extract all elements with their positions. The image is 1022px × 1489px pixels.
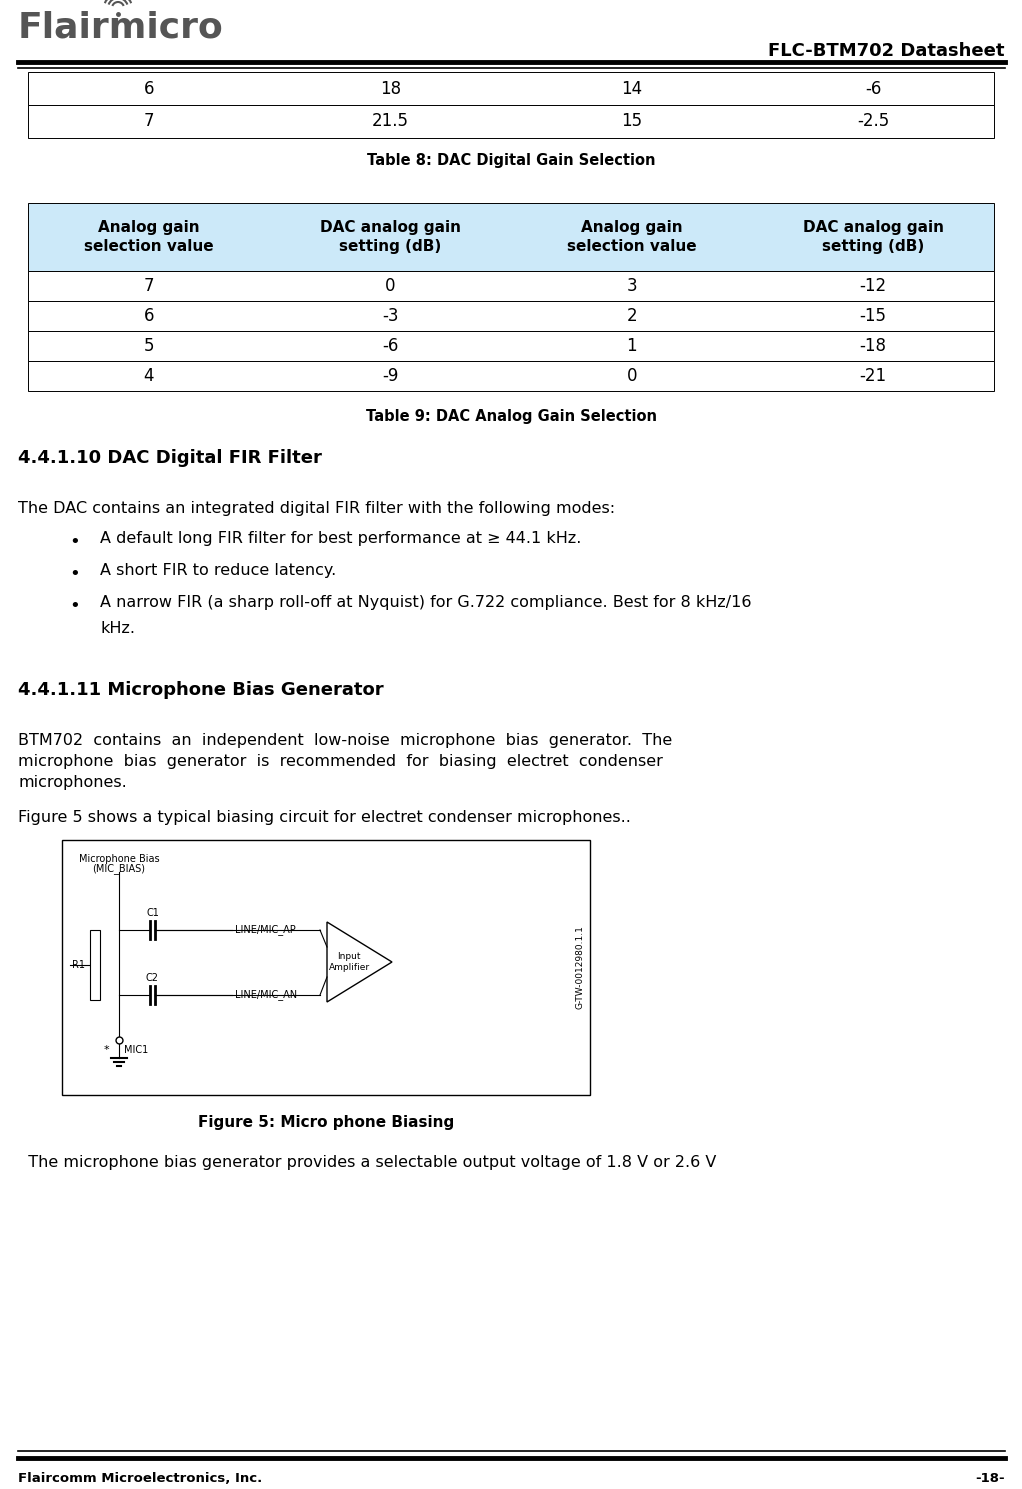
Bar bbox=[28, 71, 994, 106]
Text: 1: 1 bbox=[626, 337, 637, 354]
Text: Figure 5 shows a typical biasing circuit for electret condenser microphones..: Figure 5 shows a typical biasing circuit… bbox=[18, 810, 631, 825]
Text: C2: C2 bbox=[146, 972, 159, 983]
Text: A short FIR to reduce latency.: A short FIR to reduce latency. bbox=[100, 563, 336, 578]
Text: •: • bbox=[69, 564, 81, 584]
Text: Flaircomm Microelectronics, Inc.: Flaircomm Microelectronics, Inc. bbox=[18, 1473, 263, 1485]
Text: Flairmicro: Flairmicro bbox=[18, 10, 224, 45]
Bar bbox=[28, 203, 994, 271]
Text: 6: 6 bbox=[143, 79, 154, 97]
Text: 4.4.1.10 DAC Digital FIR Filter: 4.4.1.10 DAC Digital FIR Filter bbox=[18, 450, 322, 468]
Text: 15: 15 bbox=[621, 113, 642, 131]
Text: *: * bbox=[103, 1045, 109, 1056]
Text: -12: -12 bbox=[860, 277, 887, 295]
Text: Figure 5: Micro phone Biasing: Figure 5: Micro phone Biasing bbox=[198, 1115, 454, 1130]
Text: kHz.: kHz. bbox=[100, 621, 135, 636]
Text: A default long FIR filter for best performance at ≥ 44.1 kHz.: A default long FIR filter for best perfo… bbox=[100, 532, 582, 546]
Text: 6: 6 bbox=[143, 307, 154, 325]
Text: microphones.: microphones. bbox=[18, 774, 127, 791]
Text: -9: -9 bbox=[382, 366, 399, 386]
Text: -6: -6 bbox=[865, 79, 881, 97]
Text: BTM702  contains  an  independent  low-noise  microphone  bias  generator.  The: BTM702 contains an independent low-noise… bbox=[18, 733, 672, 747]
Text: 4: 4 bbox=[143, 366, 154, 386]
Text: Analog gain
selection value: Analog gain selection value bbox=[84, 219, 214, 255]
Text: 5: 5 bbox=[143, 337, 154, 354]
Text: DAC analog gain
setting (dB): DAC analog gain setting (dB) bbox=[802, 219, 943, 255]
Bar bbox=[28, 106, 994, 138]
Text: -21: -21 bbox=[860, 366, 887, 386]
Text: Input
Amplifier: Input Amplifier bbox=[328, 953, 370, 972]
Text: 14: 14 bbox=[621, 79, 642, 97]
Text: -2.5: -2.5 bbox=[857, 113, 889, 131]
Text: The microphone bias generator provides a selectable output voltage of 1.8 V or 2: The microphone bias generator provides a… bbox=[18, 1155, 716, 1170]
Text: A narrow FIR (a sharp roll-off at Nyquist) for G.722 compliance. Best for 8 kHz/: A narrow FIR (a sharp roll-off at Nyquis… bbox=[100, 596, 751, 610]
Text: FLC-BTM702 Datasheet: FLC-BTM702 Datasheet bbox=[769, 42, 1005, 60]
Text: The DAC contains an integrated digital FIR filter with the following modes:: The DAC contains an integrated digital F… bbox=[18, 500, 615, 517]
Text: 21.5: 21.5 bbox=[372, 113, 409, 131]
Text: -15: -15 bbox=[860, 307, 887, 325]
Bar bbox=[90, 931, 100, 1001]
Text: -18-: -18- bbox=[975, 1473, 1005, 1485]
Text: DAC analog gain
setting (dB): DAC analog gain setting (dB) bbox=[320, 219, 461, 255]
Text: 18: 18 bbox=[380, 79, 401, 97]
Text: G-TW-0012980.1.1: G-TW-0012980.1.1 bbox=[575, 926, 585, 1010]
Text: Analog gain
selection value: Analog gain selection value bbox=[567, 219, 697, 255]
Text: 0: 0 bbox=[385, 277, 396, 295]
Bar bbox=[28, 301, 994, 331]
Text: Microphone Bias: Microphone Bias bbox=[79, 855, 159, 864]
Text: -6: -6 bbox=[382, 337, 399, 354]
Text: 0: 0 bbox=[626, 366, 637, 386]
Text: microphone  bias  generator  is  recommended  for  biasing  electret  condenser: microphone bias generator is recommended… bbox=[18, 753, 663, 768]
Text: R1: R1 bbox=[72, 960, 85, 969]
Text: LINE/MIC_AP: LINE/MIC_AP bbox=[235, 925, 295, 935]
Text: 3: 3 bbox=[626, 277, 637, 295]
Text: 4.4.1.11 Microphone Bias Generator: 4.4.1.11 Microphone Bias Generator bbox=[18, 680, 383, 698]
Text: LINE/MIC_AN: LINE/MIC_AN bbox=[235, 990, 297, 1001]
Text: -3: -3 bbox=[382, 307, 399, 325]
Text: Table 8: DAC Digital Gain Selection: Table 8: DAC Digital Gain Selection bbox=[367, 153, 655, 168]
Bar bbox=[28, 360, 994, 392]
Bar bbox=[62, 840, 590, 1094]
Text: 2: 2 bbox=[626, 307, 637, 325]
Bar bbox=[28, 271, 994, 301]
Text: 7: 7 bbox=[143, 113, 154, 131]
Text: (MIC_BIAS): (MIC_BIAS) bbox=[93, 864, 145, 874]
Text: MIC1: MIC1 bbox=[124, 1045, 148, 1056]
Text: Table 9: DAC Analog Gain Selection: Table 9: DAC Analog Gain Selection bbox=[366, 409, 656, 424]
Text: -18: -18 bbox=[860, 337, 887, 354]
Text: C1: C1 bbox=[146, 908, 159, 919]
Text: •: • bbox=[69, 533, 81, 551]
Text: 7: 7 bbox=[143, 277, 154, 295]
Bar bbox=[28, 331, 994, 360]
Text: •: • bbox=[69, 597, 81, 615]
